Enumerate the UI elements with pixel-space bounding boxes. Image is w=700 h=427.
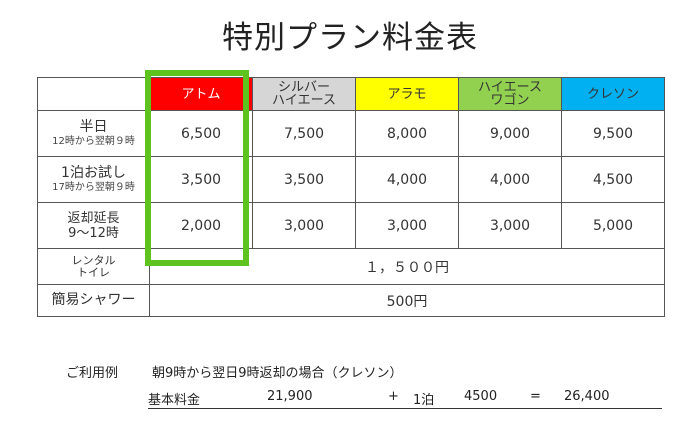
header-cresson: クレソン bbox=[561, 77, 665, 111]
table-row: 1泊お試し 17時から翌朝９時 3,500 3,500 4,000 4,000 … bbox=[37, 156, 665, 203]
shower-price: 500円 bbox=[149, 284, 665, 317]
base-fee-value: 21,900 bbox=[267, 389, 313, 404]
header-alamo: アラモ bbox=[355, 77, 459, 111]
usage-example-text: 朝9時から翌日9時返却の場合（クレソン） bbox=[152, 366, 403, 381]
price-cell: 8,000 bbox=[355, 110, 459, 157]
price-cell: 4,000 bbox=[355, 156, 459, 203]
row-label-return-extension: 返却延長 9～12時 bbox=[37, 202, 150, 249]
price-calculation: 基本料金 21,900 + 1泊 4500 = 26,400 bbox=[148, 389, 662, 409]
row-label-shower: 簡易シャワー bbox=[37, 284, 150, 317]
header-atom: アトム bbox=[149, 77, 253, 111]
row-label-sub: 12時から翌朝９時 bbox=[52, 136, 135, 147]
row-label-line1: レンタル bbox=[71, 253, 116, 267]
price-cell: 9,000 bbox=[458, 110, 562, 157]
row-label-sub: 9～12時 bbox=[68, 225, 119, 241]
row-label-sub: 17時から翌朝９時 bbox=[52, 182, 135, 193]
price-cell: 7,500 bbox=[252, 110, 356, 157]
row-label-half-day: 半日 12時から翌朝９時 bbox=[37, 110, 150, 157]
table-row: 簡易シャワー 500円 bbox=[37, 284, 665, 317]
price-cell: 3,000 bbox=[458, 202, 562, 249]
price-cell: 3,500 bbox=[252, 156, 356, 203]
price-cell: 3,500 bbox=[149, 156, 253, 203]
header-hiace-wagon: ハイエース ワゴン bbox=[458, 77, 562, 111]
base-fee-label: 基本料金 bbox=[148, 393, 201, 408]
table-row: 返却延長 9～12時 2,000 3,000 3,000 3,000 5,000 bbox=[37, 202, 665, 249]
header-silver-hiace: シルバー ハイエース bbox=[252, 77, 356, 111]
equals-sign: = bbox=[530, 389, 541, 404]
price-cell: 5,000 bbox=[561, 202, 665, 249]
row-label-main: 返却延長 bbox=[67, 210, 120, 226]
plus-sign: + bbox=[388, 389, 399, 404]
highlight-frame bbox=[145, 70, 249, 266]
table-row: 半日 12時から翌朝９時 6,500 7,500 8,000 9,000 9,5… bbox=[37, 110, 665, 157]
price-cell: 4,000 bbox=[458, 156, 562, 203]
price-cell: 4,500 bbox=[561, 156, 665, 203]
usage-example-label: ご利用例 bbox=[66, 366, 119, 381]
row-label-main: 1泊お試し bbox=[61, 165, 126, 181]
row-label-line2: トイレ bbox=[77, 265, 110, 279]
header-row: アトム シルバー ハイエース アラモ ハイエース ワゴン クレソン bbox=[37, 77, 665, 111]
price-cell: 3,000 bbox=[355, 202, 459, 249]
table-row: レンタル トイレ １，５００円 bbox=[37, 248, 665, 285]
price-cell: 3,000 bbox=[252, 202, 356, 249]
row-label-rental-toilet: レンタル トイレ bbox=[37, 248, 150, 285]
page-title: 特別プラン料金表 bbox=[222, 20, 478, 56]
nights-label: 1泊 bbox=[413, 393, 435, 408]
price-cell: 9,500 bbox=[561, 110, 665, 157]
row-label-main: 簡易シャワー bbox=[51, 292, 136, 308]
total-price: 26,400 bbox=[564, 389, 610, 404]
rental-toilet-price: １，５００円 bbox=[149, 248, 665, 285]
price-table: アトム シルバー ハイエース アラモ ハイエース ワゴン クレソン 半日 12時から… bbox=[37, 77, 665, 317]
night-price: 4500 bbox=[464, 389, 498, 404]
underline-divider bbox=[148, 408, 662, 409]
row-label-one-night-trial: 1泊お試し 17時から翌朝９時 bbox=[37, 156, 150, 203]
row-label-main: 半日 bbox=[79, 119, 108, 135]
header-corner bbox=[37, 77, 150, 111]
